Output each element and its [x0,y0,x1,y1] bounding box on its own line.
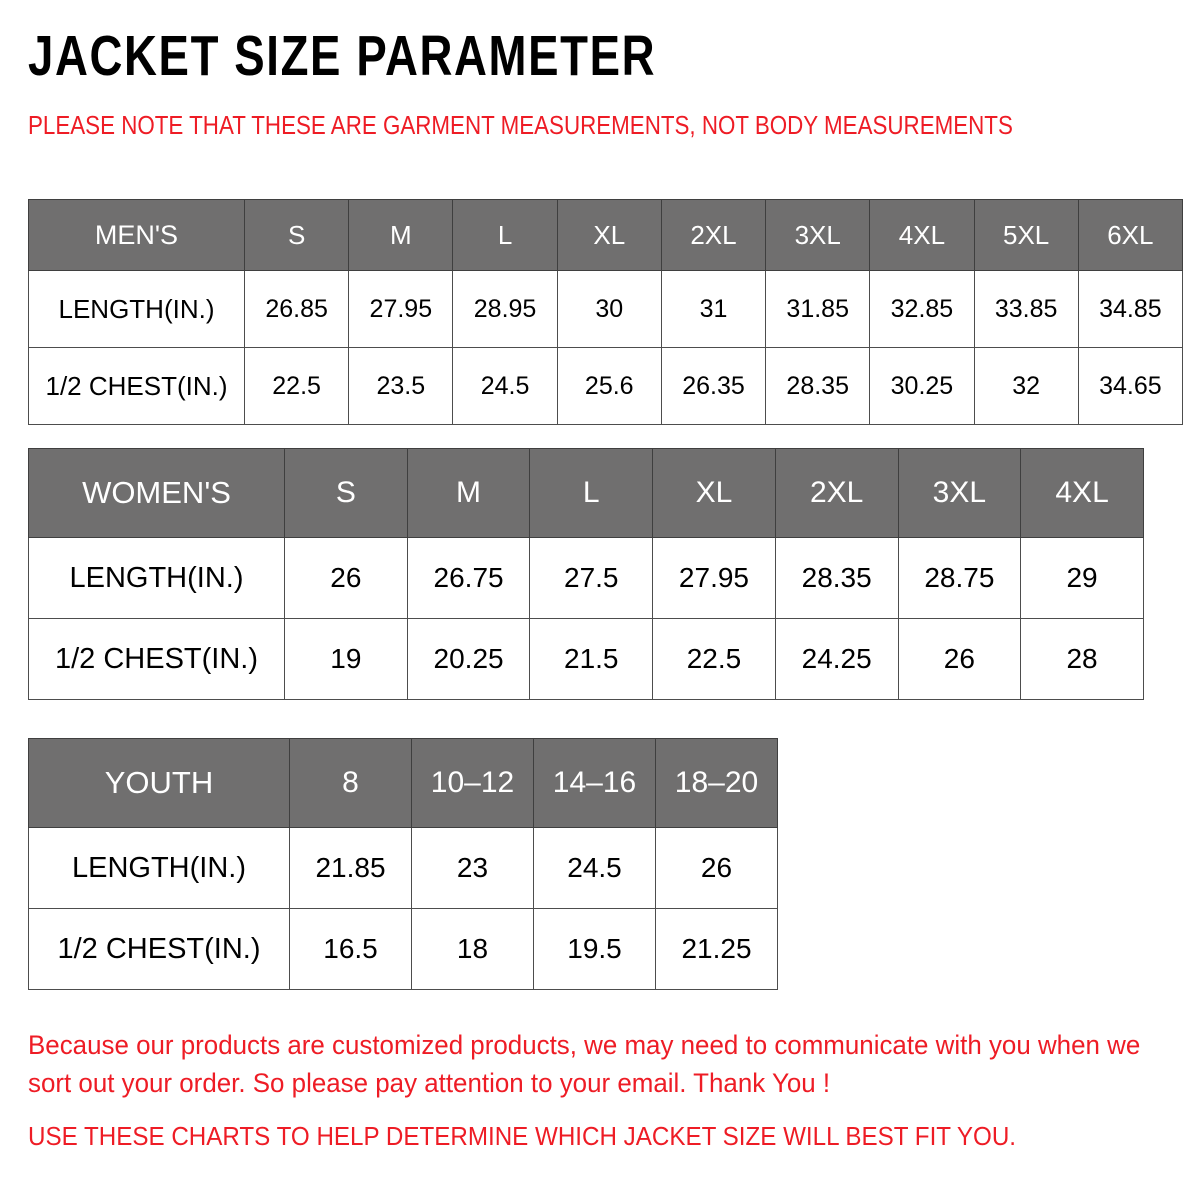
table-cell: 34.65 [1077,347,1183,425]
table-cell: 29 [1020,537,1144,619]
table-row: LENGTH(IN.) 26.85 27.95 28.95 30 31 31.8… [28,270,1183,348]
table-cell: 31 [660,270,767,348]
row-label-length: LENGTH(IN.) [28,270,245,348]
youth-table-body: LENGTH(IN.) 21.85 23 24.5 26 1/2 CHEST(I… [28,827,778,990]
youth-size-table: YOUTH 8 10–12 14–16 18–20 LENGTH(IN.) 21… [28,738,778,990]
column-header-14-16: 14–16 [533,738,656,828]
column-header-s: S [284,448,408,538]
table-header-row: MEN'S S M L XL 2XL 3XL 4XL 5XL 6XL [28,199,1183,271]
womens-table-body: LENGTH(IN.) 26 26.75 27.5 27.95 28.35 28… [28,537,1144,700]
table-cell: 27.95 [348,270,454,348]
table-cell: 26 [284,537,408,619]
column-header-s: S [243,199,350,271]
table-row: 1/2 CHEST(IN.) 19 20.25 21.5 22.5 24.25 … [28,618,1144,700]
page-title: JACKET SIZE PARAMETER [28,24,657,88]
table-cell: 26.75 [406,537,531,619]
table-cell: 18 [411,908,534,990]
table-cell: 30.25 [869,347,975,425]
mens-table-header: MEN'S S M L XL 2XL 3XL 4XL 5XL 6XL [28,199,1183,271]
mens-table-label: MEN'S [28,199,245,271]
column-header-xl: XL [652,448,776,538]
table-cell: 23 [411,827,534,909]
table-cell: 32.85 [869,270,975,348]
table-cell: 19 [284,618,408,700]
table-cell: 33.85 [973,270,1079,348]
table-cell: 34.85 [1077,270,1183,348]
column-header-3xl: 3XL [897,448,1022,538]
column-header-2xl: 2XL [774,448,899,538]
table-row: 1/2 CHEST(IN.) 16.5 18 19.5 21.25 [28,908,778,990]
table-cell: 21.5 [529,618,654,700]
table-cell: 25.6 [556,347,662,425]
table-cell: 28 [1020,618,1144,700]
table-cell: 24.5 [452,347,558,425]
table-cell: 30 [556,270,662,348]
row-label-half-chest: 1/2 CHEST(IN.) [28,347,245,425]
column-header-6xl: 6XL [1077,199,1183,271]
table-cell: 28.35 [774,537,899,619]
mens-size-table: MEN'S S M L XL 2XL 3XL 4XL 5XL 6XL LENGT… [28,199,1183,425]
youth-table-header: YOUTH 8 10–12 14–16 18–20 [28,738,778,828]
womens-size-table: WOMEN'S S M L XL 2XL 3XL 4XL LENGTH(IN.)… [28,448,1144,700]
column-header-m: M [348,199,454,271]
table-cell: 26.85 [243,270,350,348]
column-header-5xl: 5XL [973,199,1079,271]
table-cell: 24.5 [533,827,656,909]
womens-table-label: WOMEN'S [28,448,285,538]
row-label-half-chest: 1/2 CHEST(IN.) [28,908,290,990]
row-label-length: LENGTH(IN.) [28,537,285,619]
table-cell: 19.5 [533,908,656,990]
column-header-l: L [452,199,558,271]
column-header-m: M [406,448,531,538]
row-label-length: LENGTH(IN.) [28,827,290,909]
table-cell: 24.25 [774,618,899,700]
column-header-4xl: 4XL [869,199,975,271]
column-header-2xl: 2XL [660,199,767,271]
table-cell: 26.35 [660,347,767,425]
column-header-3xl: 3XL [765,199,871,271]
table-row: LENGTH(IN.) 21.85 23 24.5 26 [28,827,778,909]
table-header-row: YOUTH 8 10–12 14–16 18–20 [28,738,778,828]
table-cell: 28.75 [897,537,1022,619]
table-cell: 28.35 [765,347,871,425]
table-cell: 26 [655,827,778,909]
table-cell: 20.25 [406,618,531,700]
row-label-half-chest: 1/2 CHEST(IN.) [28,618,285,700]
table-cell: 22.5 [243,347,350,425]
table-cell: 27.95 [652,537,776,619]
chart-usage-note: USE THESE CHARTS TO HELP DETERMINE WHICH… [28,1121,1017,1151]
table-row: 1/2 CHEST(IN.) 22.5 23.5 24.5 25.6 26.35… [28,347,1183,425]
womens-table-header: WOMEN'S S M L XL 2XL 3XL 4XL [28,448,1144,538]
table-cell: 23.5 [348,347,454,425]
table-cell: 22.5 [652,618,776,700]
table-cell: 21.85 [289,827,412,909]
column-header-l: L [529,448,654,538]
table-row: LENGTH(IN.) 26 26.75 27.5 27.95 28.35 28… [28,537,1144,619]
table-cell: 21.25 [655,908,778,990]
table-cell: 16.5 [289,908,412,990]
table-cell: 27.5 [529,537,654,619]
table-cell: 26 [897,618,1022,700]
table-cell: 31.85 [765,270,871,348]
youth-table-label: YOUTH [28,738,290,828]
mens-table-body: LENGTH(IN.) 26.85 27.95 28.95 30 31 31.8… [28,270,1183,425]
column-header-4xl: 4XL [1020,448,1144,538]
column-header-8: 8 [289,738,412,828]
column-header-10-12: 10–12 [411,738,534,828]
table-cell: 28.95 [452,270,558,348]
table-cell: 32 [973,347,1079,425]
garment-measurement-note: PLEASE NOTE THAT THESE ARE GARMENT MEASU… [28,110,1013,140]
column-header-xl: XL [556,199,662,271]
customization-note: Because our products are customized prod… [28,1030,1141,1098]
table-header-row: WOMEN'S S M L XL 2XL 3XL 4XL [28,448,1144,538]
column-header-18-20: 18–20 [655,738,778,828]
